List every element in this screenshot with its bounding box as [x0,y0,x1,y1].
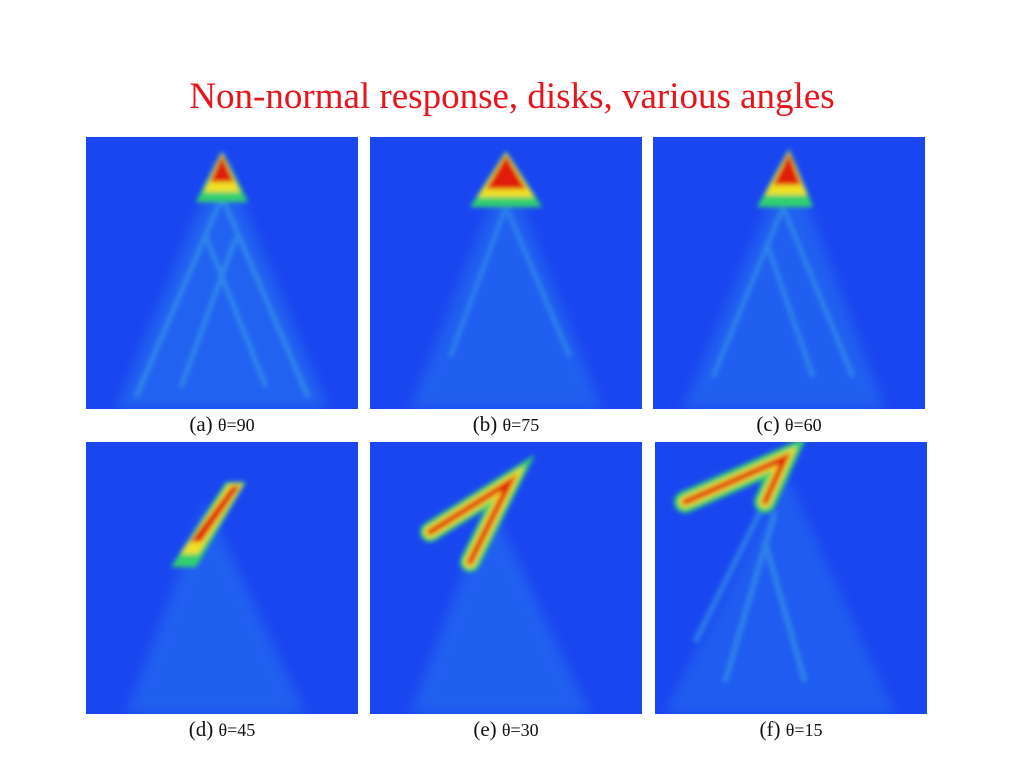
response-image-f [655,442,927,714]
caption-c: (c) θ=60 [653,411,925,438]
caption-a: (a) θ=90 [86,411,358,438]
response-image-b [370,137,642,409]
caption-angle-b: θ=75 [502,415,540,435]
response-image-c [653,137,925,409]
response-image-e [370,442,642,714]
caption-letter-a: (a) [189,412,213,436]
response-image-d [86,442,358,714]
caption-angle-a: θ=90 [217,415,255,435]
caption-angle-d: θ=45 [218,720,256,740]
caption-f: (f) θ=15 [655,716,927,743]
caption-letter-b: (b) [472,412,498,436]
slide-title: Non-normal response, disks, various angl… [189,76,835,117]
caption-e: (e) θ=30 [370,716,642,743]
caption-b: (b) θ=75 [370,411,642,438]
caption-d: (d) θ=45 [86,716,358,743]
caption-angle-c: θ=60 [784,415,822,435]
response-image-a [86,137,358,409]
caption-letter-f: (f) [759,717,781,741]
caption-letter-e: (e) [473,717,497,741]
caption-letter-c: (c) [756,412,780,436]
caption-angle-f: θ=15 [785,720,823,740]
caption-angle-e: θ=30 [501,720,539,740]
caption-letter-d: (d) [188,717,214,741]
